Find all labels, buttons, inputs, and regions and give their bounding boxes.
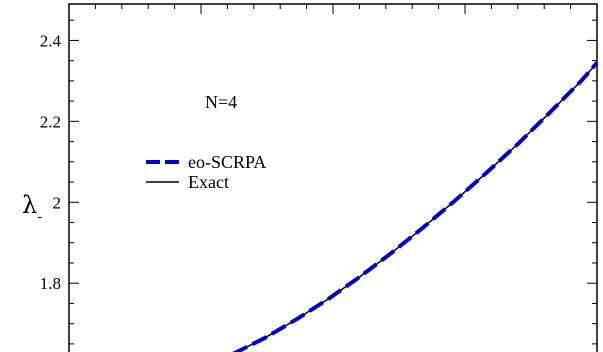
y-axis-label-symbol: λ: [22, 191, 37, 219]
y-tick-label: 2.2: [40, 112, 61, 131]
y-axis-label: λ-: [22, 191, 42, 225]
plot-frame: [68, 3, 598, 352]
legend-label-eo-scrpa: eo-SCRPA: [188, 152, 266, 172]
legend: eo-SCRPA Exact: [146, 152, 266, 192]
legend-label-exact: Exact: [188, 172, 229, 192]
series-line-eo-scrpa: [232, 61, 599, 352]
series-line-exact: [235, 62, 598, 352]
y-tick-label: 1.8: [40, 274, 61, 293]
y-axis-label-subscript: -: [37, 209, 42, 225]
ticks-group: 1.8 2 2.2 2.4: [40, 4, 598, 345]
series-group: [232, 61, 599, 352]
y-tick-label: 2.4: [40, 31, 62, 50]
annotation-n: N=4: [205, 92, 237, 112]
y-tick-label: 2: [53, 193, 62, 212]
